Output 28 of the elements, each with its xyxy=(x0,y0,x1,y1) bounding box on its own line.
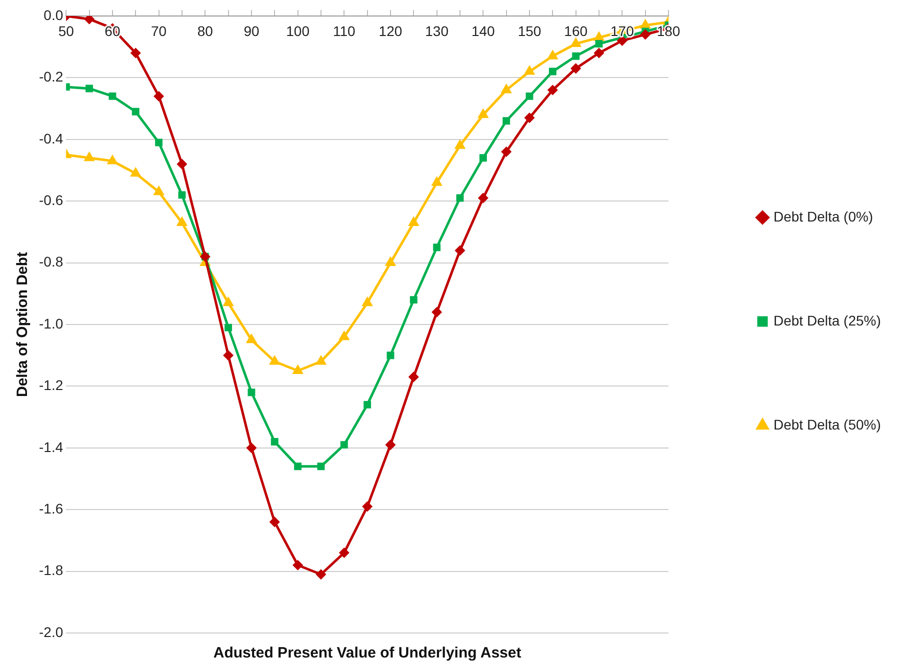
x-tick-label: 70 xyxy=(151,22,167,39)
y-tick-label: -1.0 xyxy=(39,315,64,332)
y-tick-label: -0.6 xyxy=(39,192,64,208)
legend-label: Debt Delta (25%) xyxy=(774,312,881,328)
x-tick-label: 80 xyxy=(197,22,214,39)
x-tick-label: 160 xyxy=(564,22,588,39)
y-axis-title: Delta of Option Debt xyxy=(14,252,32,397)
y-tick-label: -0.2 xyxy=(39,68,64,85)
x-axis-title: Adusted Present Value of Underlying Asset xyxy=(213,644,522,662)
x-tick-label: 120 xyxy=(378,22,402,39)
x-tick-label: 110 xyxy=(332,22,356,39)
x-tick-label: 130 xyxy=(425,22,449,39)
legend-label: Debt Delta (50%) xyxy=(774,416,881,432)
legend-label: Debt Delta (0%) xyxy=(774,208,874,224)
y-tick-label: 0.0 xyxy=(44,6,64,23)
y-tick-label: -1.2 xyxy=(39,377,64,394)
x-tick-label: 140 xyxy=(471,22,496,39)
x-tick-label: 150 xyxy=(518,22,542,39)
x-tick-label: 90 xyxy=(244,22,260,39)
y-tick-label: -0.4 xyxy=(39,130,64,146)
x-tick-label: 100 xyxy=(286,22,310,39)
y-tick-label: -1.6 xyxy=(39,500,64,516)
y-tick-label: -2.0 xyxy=(39,624,64,640)
x-tick-label: 180 xyxy=(656,22,680,39)
y-tick-label: -1.8 xyxy=(39,562,64,578)
x-tick-label: 50 xyxy=(58,22,74,39)
y-tick-label: -1.4 xyxy=(39,438,64,455)
y-tick-label: -0.8 xyxy=(39,254,64,270)
